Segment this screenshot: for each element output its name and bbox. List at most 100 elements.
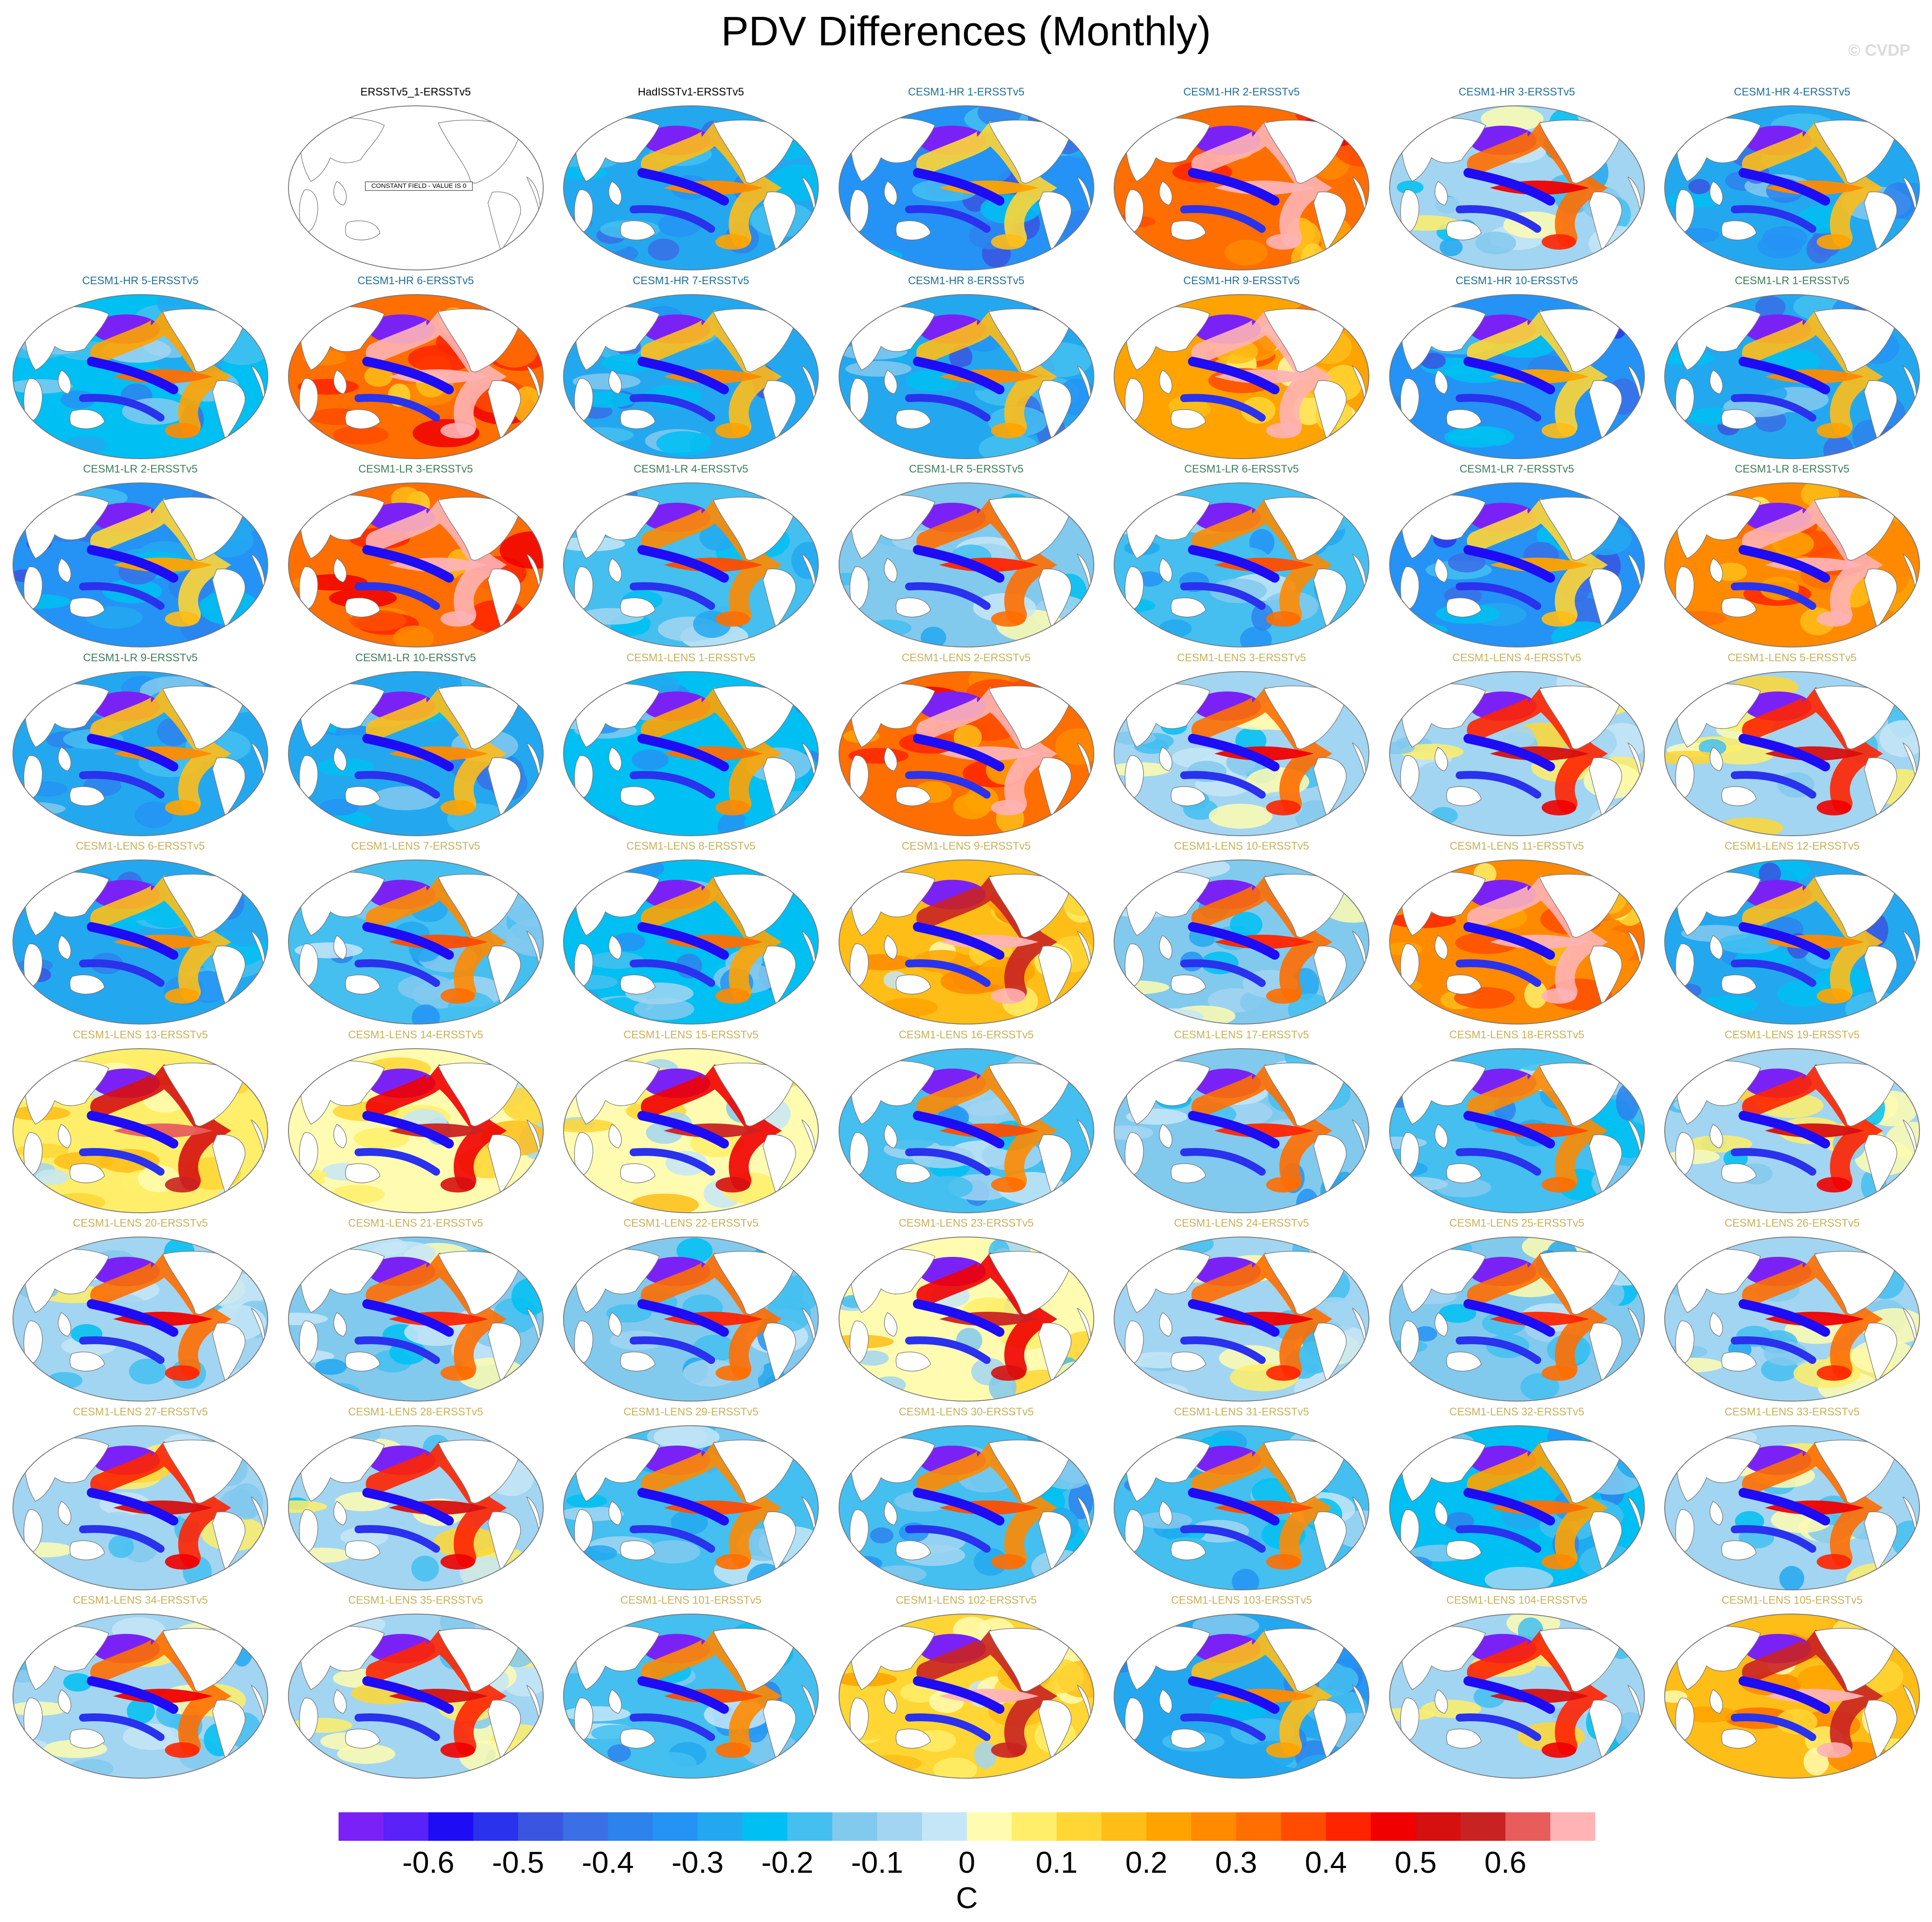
land-mass — [1313, 568, 1347, 628]
colorbar-tick-label: 0.4 — [1305, 1846, 1347, 1879]
colorbar-box — [1281, 1812, 1326, 1841]
map-outline — [288, 105, 544, 270]
land-mass — [1171, 1163, 1206, 1183]
anomaly-patch — [1128, 1198, 1150, 1212]
anomaly-patch — [1777, 980, 1831, 1007]
land-mass — [1434, 1123, 1448, 1148]
land-mass — [1401, 872, 1486, 936]
land-mass — [1125, 1626, 1210, 1690]
panel-title: CESM1-HR 5-ERSSTv5 — [82, 274, 199, 287]
anomaly-patch — [1400, 631, 1446, 647]
map-panel: CESM1-LENS 103-ERSSTv5 — [1111, 1594, 1372, 1782]
land-mass — [345, 409, 380, 429]
colorbar-box — [1056, 1812, 1102, 1841]
panel-title: CESM1-HR 8-ERSSTv5 — [908, 274, 1025, 287]
land-mass — [1038, 191, 1071, 251]
land-mass — [1159, 558, 1172, 583]
land-mass — [23, 1697, 43, 1741]
anomaly-patch — [393, 625, 434, 647]
panel-title: CESM1-LENS 9-ERSSTv5 — [902, 840, 1031, 852]
land-mass — [895, 409, 931, 429]
south-pacific-anomaly — [1541, 611, 1576, 627]
anomaly-patch — [293, 1547, 352, 1563]
panel-title: CESM1-LR 7-ERSSTv5 — [1459, 463, 1574, 475]
anomaly-patch — [1665, 1000, 1709, 1014]
map-panel: CESM1-LENS 35-ERSSTv5 — [285, 1594, 547, 1782]
land-mass — [24, 683, 109, 748]
land-mass — [1721, 597, 1757, 618]
cold-band — [79, 1336, 165, 1364]
anomaly-patch — [354, 1127, 409, 1149]
land-mass — [608, 1500, 622, 1526]
land-mass — [1864, 1323, 1897, 1383]
cold-band — [1188, 168, 1280, 206]
map-svg — [1664, 860, 1920, 1024]
cold-band — [637, 1299, 729, 1337]
land-mass — [574, 378, 593, 422]
cold-band — [1739, 545, 1830, 583]
map-outline — [1389, 860, 1645, 1024]
map-svg — [1114, 1614, 1369, 1779]
cold-band — [1731, 771, 1816, 799]
map-outline — [1389, 671, 1645, 836]
map-panel: CESM1-LENS 17-ERSSTv5 — [1111, 1028, 1372, 1217]
south-pacific-anomaly — [1817, 422, 1851, 438]
map-outline — [563, 482, 819, 647]
anomaly-patch — [959, 157, 1011, 185]
cold-band — [354, 1713, 440, 1741]
land-mass — [1446, 1163, 1482, 1183]
land-mass — [70, 1351, 105, 1372]
land-mass — [23, 1509, 43, 1553]
south-pacific-anomaly — [1266, 799, 1301, 815]
land-mass — [70, 1163, 105, 1183]
cold-band — [79, 1713, 165, 1741]
land-mass — [850, 117, 935, 182]
cold-band — [87, 1676, 178, 1714]
panel-title: CESM1-LR 5-ERSSTv5 — [909, 463, 1024, 475]
anomaly-patch — [1776, 1709, 1818, 1735]
land-mass — [620, 1351, 656, 1372]
land-mass — [1434, 935, 1448, 960]
land-mass — [1124, 566, 1144, 610]
land-mass — [575, 1060, 660, 1125]
south-pacific-anomaly — [716, 1365, 750, 1381]
land-mass — [23, 378, 43, 422]
cold-band — [79, 1525, 165, 1553]
colorbar-box — [518, 1812, 564, 1841]
land-mass — [884, 1500, 897, 1526]
anomaly-patch — [506, 918, 543, 957]
land-mass — [333, 746, 347, 771]
panel-title: CESM1-LENS 103-ERSSTv5 — [1171, 1594, 1312, 1606]
anomaly-patch — [1399, 1556, 1432, 1571]
land-mass — [300, 495, 385, 559]
anomaly-patch — [1114, 1125, 1153, 1139]
land-mass — [1400, 1509, 1419, 1553]
land-mass — [1124, 1132, 1144, 1176]
cold-band — [1455, 393, 1541, 422]
anomaly-patch — [648, 238, 680, 261]
land-mass — [1313, 1323, 1347, 1383]
south-pacific-anomaly — [1817, 799, 1851, 815]
map-panel: CESM1-LENS 20-ERSSTv5 — [10, 1217, 271, 1405]
south-pacific-anomaly — [1817, 611, 1851, 627]
land-mass — [1159, 1689, 1172, 1714]
land-mass — [620, 786, 656, 806]
anomaly-patch — [1430, 806, 1458, 824]
south-pacific-anomaly — [440, 1742, 475, 1758]
map-panel: CESM1-HR 8-ERSSTv5 — [836, 274, 1097, 463]
south-pacific-anomaly — [165, 611, 200, 627]
cold-band — [362, 1299, 454, 1337]
map-svg — [838, 1048, 1094, 1213]
cold-band — [637, 1110, 729, 1148]
land-mass — [345, 597, 380, 618]
land-mass — [1710, 1123, 1723, 1148]
anomaly-patch — [593, 631, 632, 647]
anomaly-patch — [1520, 1373, 1559, 1401]
anomaly-patch — [607, 1744, 631, 1762]
map-panel: CESM1-LENS 6-ERSSTv5 — [10, 840, 271, 1028]
land-mass — [1159, 935, 1172, 960]
cold-band — [87, 922, 178, 960]
map-svg — [838, 860, 1094, 1024]
map-svg — [288, 294, 544, 459]
anomaly-patch — [63, 1508, 105, 1527]
